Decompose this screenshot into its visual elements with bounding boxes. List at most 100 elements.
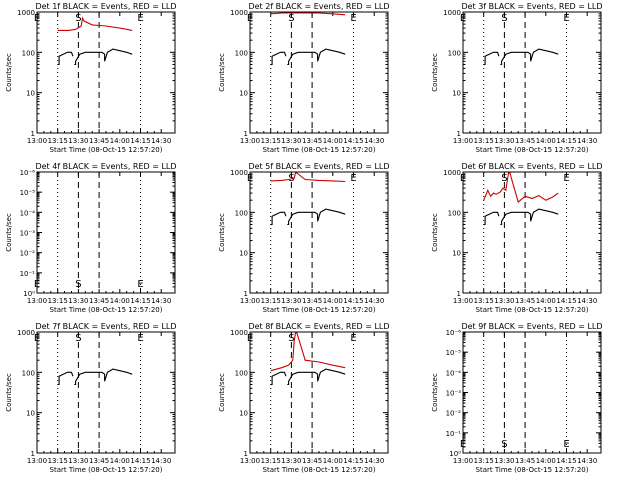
chart-9-xtick-label: 13:30 bbox=[494, 457, 514, 465]
chart-2-ylabel: Counts/sec bbox=[218, 53, 226, 92]
chart-1-xtick-label: 13:00 bbox=[27, 137, 47, 145]
chart-1-xtick-label: 13:15 bbox=[48, 137, 68, 145]
chart-6-xtick-label: 13:00 bbox=[453, 297, 473, 305]
chart-9-xtick-label: 14:15 bbox=[556, 457, 576, 465]
chart-2-xtick-label: 13:15 bbox=[261, 137, 281, 145]
chart-9-ytick-label: 10⁰ bbox=[449, 450, 461, 458]
chart-3-title: Det 3f BLACK = Events, RED = LLD bbox=[461, 2, 602, 11]
chart-8-ytick-label: 1000 bbox=[230, 329, 248, 337]
chart-7-series-events bbox=[74, 368, 133, 386]
chart-8-ylabel: Counts/sec bbox=[218, 373, 226, 412]
chart-5-xtick-label: 13:30 bbox=[281, 297, 301, 305]
chart-9-xtick-label: 14:30 bbox=[577, 457, 597, 465]
chart-7-xtick-label: 13:45 bbox=[89, 457, 109, 465]
chart-9-xlabel: Start Time (08-Oct-15 12:57:20) bbox=[476, 466, 589, 474]
chart-2-marker-label: E bbox=[350, 13, 356, 24]
chart-1-xtick-label: 14:30 bbox=[151, 137, 171, 145]
chart-6-marker-label: S bbox=[501, 173, 507, 184]
chart-8-ytick-label: 100 bbox=[235, 369, 248, 377]
chart-1-series-events bbox=[57, 51, 74, 66]
chart-4-xlabel: Start Time (08-Oct-15 12:57:20) bbox=[50, 306, 163, 314]
chart-1-xtick-label: 14:15 bbox=[130, 137, 150, 145]
chart-9-marker-label: E bbox=[563, 439, 569, 450]
chart-3-xtick-label: 13:15 bbox=[474, 137, 494, 145]
chart-3-xtick-label: 14:15 bbox=[556, 137, 576, 145]
chart-4-ytick-label: 10⁻¹ bbox=[20, 270, 36, 278]
chart-2-xtick-label: 14:30 bbox=[364, 137, 384, 145]
chart-2-xtick-label: 13:45 bbox=[302, 137, 322, 145]
chart-4-xtick-label: 13:15 bbox=[48, 297, 68, 305]
chart-8-xtick-label: 14:15 bbox=[343, 457, 363, 465]
chart-2-series-lld bbox=[270, 12, 346, 16]
chart-8-series-lld bbox=[270, 332, 346, 372]
chart-8-series-events bbox=[270, 371, 287, 386]
chart-4-xtick-label: 13:45 bbox=[89, 297, 109, 305]
chart-5-ytick-label: 100 bbox=[235, 209, 248, 217]
chart-1-xtick-label: 14:00 bbox=[110, 137, 130, 145]
chart-8-ytick-label: 10 bbox=[239, 410, 248, 418]
chart-2-ytick-label: 10 bbox=[239, 90, 248, 98]
chart-6-marker-label: E bbox=[563, 173, 569, 184]
chart-5-ytick-label: 1000 bbox=[230, 169, 248, 177]
chart-4-ytick-label: 10⁻⁵ bbox=[20, 189, 36, 197]
chart-7-xtick-label: 13:00 bbox=[27, 457, 47, 465]
chart-5-ylabel: Counts/sec bbox=[218, 213, 226, 252]
chart-4-ytick-label: 10⁻⁶ bbox=[20, 169, 36, 177]
chart-8-xtick-label: 13:00 bbox=[240, 457, 260, 465]
chart-7-ytick-label: 1 bbox=[31, 450, 35, 458]
chart-7-marker-label: S bbox=[75, 333, 81, 344]
chart-3-xlabel: Start Time (08-Oct-15 12:57:20) bbox=[476, 146, 589, 154]
chart-1-ytick-label: 1000 bbox=[17, 9, 35, 17]
chart-9-ytick-label: 10⁻⁶ bbox=[446, 329, 462, 337]
chart-8-marker-label: E bbox=[350, 333, 356, 344]
chart-2-marker-label: S bbox=[288, 13, 294, 24]
chart-7-ylabel: Counts/sec bbox=[5, 373, 13, 412]
chart-7-xtick-label: 14:15 bbox=[130, 457, 150, 465]
chart-3-ytick-label: 100 bbox=[448, 49, 461, 57]
chart-5-xtick-label: 14:30 bbox=[364, 297, 384, 305]
chart-4-marker-label: S bbox=[75, 279, 81, 290]
chart-5-ytick-label: 10 bbox=[239, 250, 248, 258]
chart-5-series-events bbox=[287, 208, 346, 226]
chart-7-xtick-label: 14:30 bbox=[151, 457, 171, 465]
chart-6-ytick-label: 100 bbox=[448, 209, 461, 217]
chart-9-ytick-label: 10⁻¹ bbox=[446, 430, 462, 438]
chart-3-ytick-label: 1000 bbox=[443, 9, 461, 17]
chart-7-marker-label: E bbox=[137, 333, 143, 344]
chart-4-xtick-label: 14:15 bbox=[130, 297, 150, 305]
chart-8-title: Det 8f BLACK = Events, RED = LLD bbox=[248, 322, 389, 331]
chart-8-xtick-label: 13:45 bbox=[302, 457, 322, 465]
chart-3-xtick-label: 14:00 bbox=[536, 137, 556, 145]
chart-9-title: Det 9f BLACK = Events, RED = LLD bbox=[461, 322, 602, 331]
chart-9-xtick-label: 13:15 bbox=[474, 457, 494, 465]
chart-3-series-events bbox=[500, 48, 559, 66]
chart-7-ytick-label: 1000 bbox=[17, 329, 35, 337]
chart-7-title: Det 7f BLACK = Events, RED = LLD bbox=[35, 322, 176, 331]
chart-2-ytick-label: 1 bbox=[244, 130, 248, 138]
chart-2-xlabel: Start Time (08-Oct-15 12:57:20) bbox=[263, 146, 376, 154]
chart-3-ytick-label: 1 bbox=[457, 130, 461, 138]
chart-9-ytick-label: 10⁻² bbox=[446, 410, 462, 418]
chart-6-ytick-label: 1000 bbox=[443, 169, 461, 177]
chart-6-series-events bbox=[500, 208, 559, 226]
chart-8-marker-label: E bbox=[247, 333, 253, 344]
chart-7-ytick-label: 10 bbox=[26, 410, 35, 418]
chart-5-ytick-label: 1 bbox=[244, 290, 248, 298]
chart-3-xtick-label: 14:30 bbox=[577, 137, 597, 145]
chart-4-ytick-label: 10⁰ bbox=[23, 290, 35, 298]
chart-5-xtick-label: 14:15 bbox=[343, 297, 363, 305]
chart-8-marker-label: S bbox=[288, 333, 294, 344]
chart-9-xtick-label: 13:00 bbox=[453, 457, 473, 465]
chart-5-series-lld bbox=[270, 172, 346, 183]
chart-9-xtick-label: 14:00 bbox=[536, 457, 556, 465]
chart-5-xtick-label: 13:45 bbox=[302, 297, 322, 305]
chart-8-xtick-label: 13:15 bbox=[261, 457, 281, 465]
chart-5-title: Det 5f BLACK = Events, RED = LLD bbox=[248, 162, 389, 171]
chart-6-ylabel: Counts/sec bbox=[431, 213, 439, 252]
chart-3-series-events bbox=[483, 51, 500, 66]
chart-9-ytick-label: 10⁻³ bbox=[446, 390, 462, 398]
